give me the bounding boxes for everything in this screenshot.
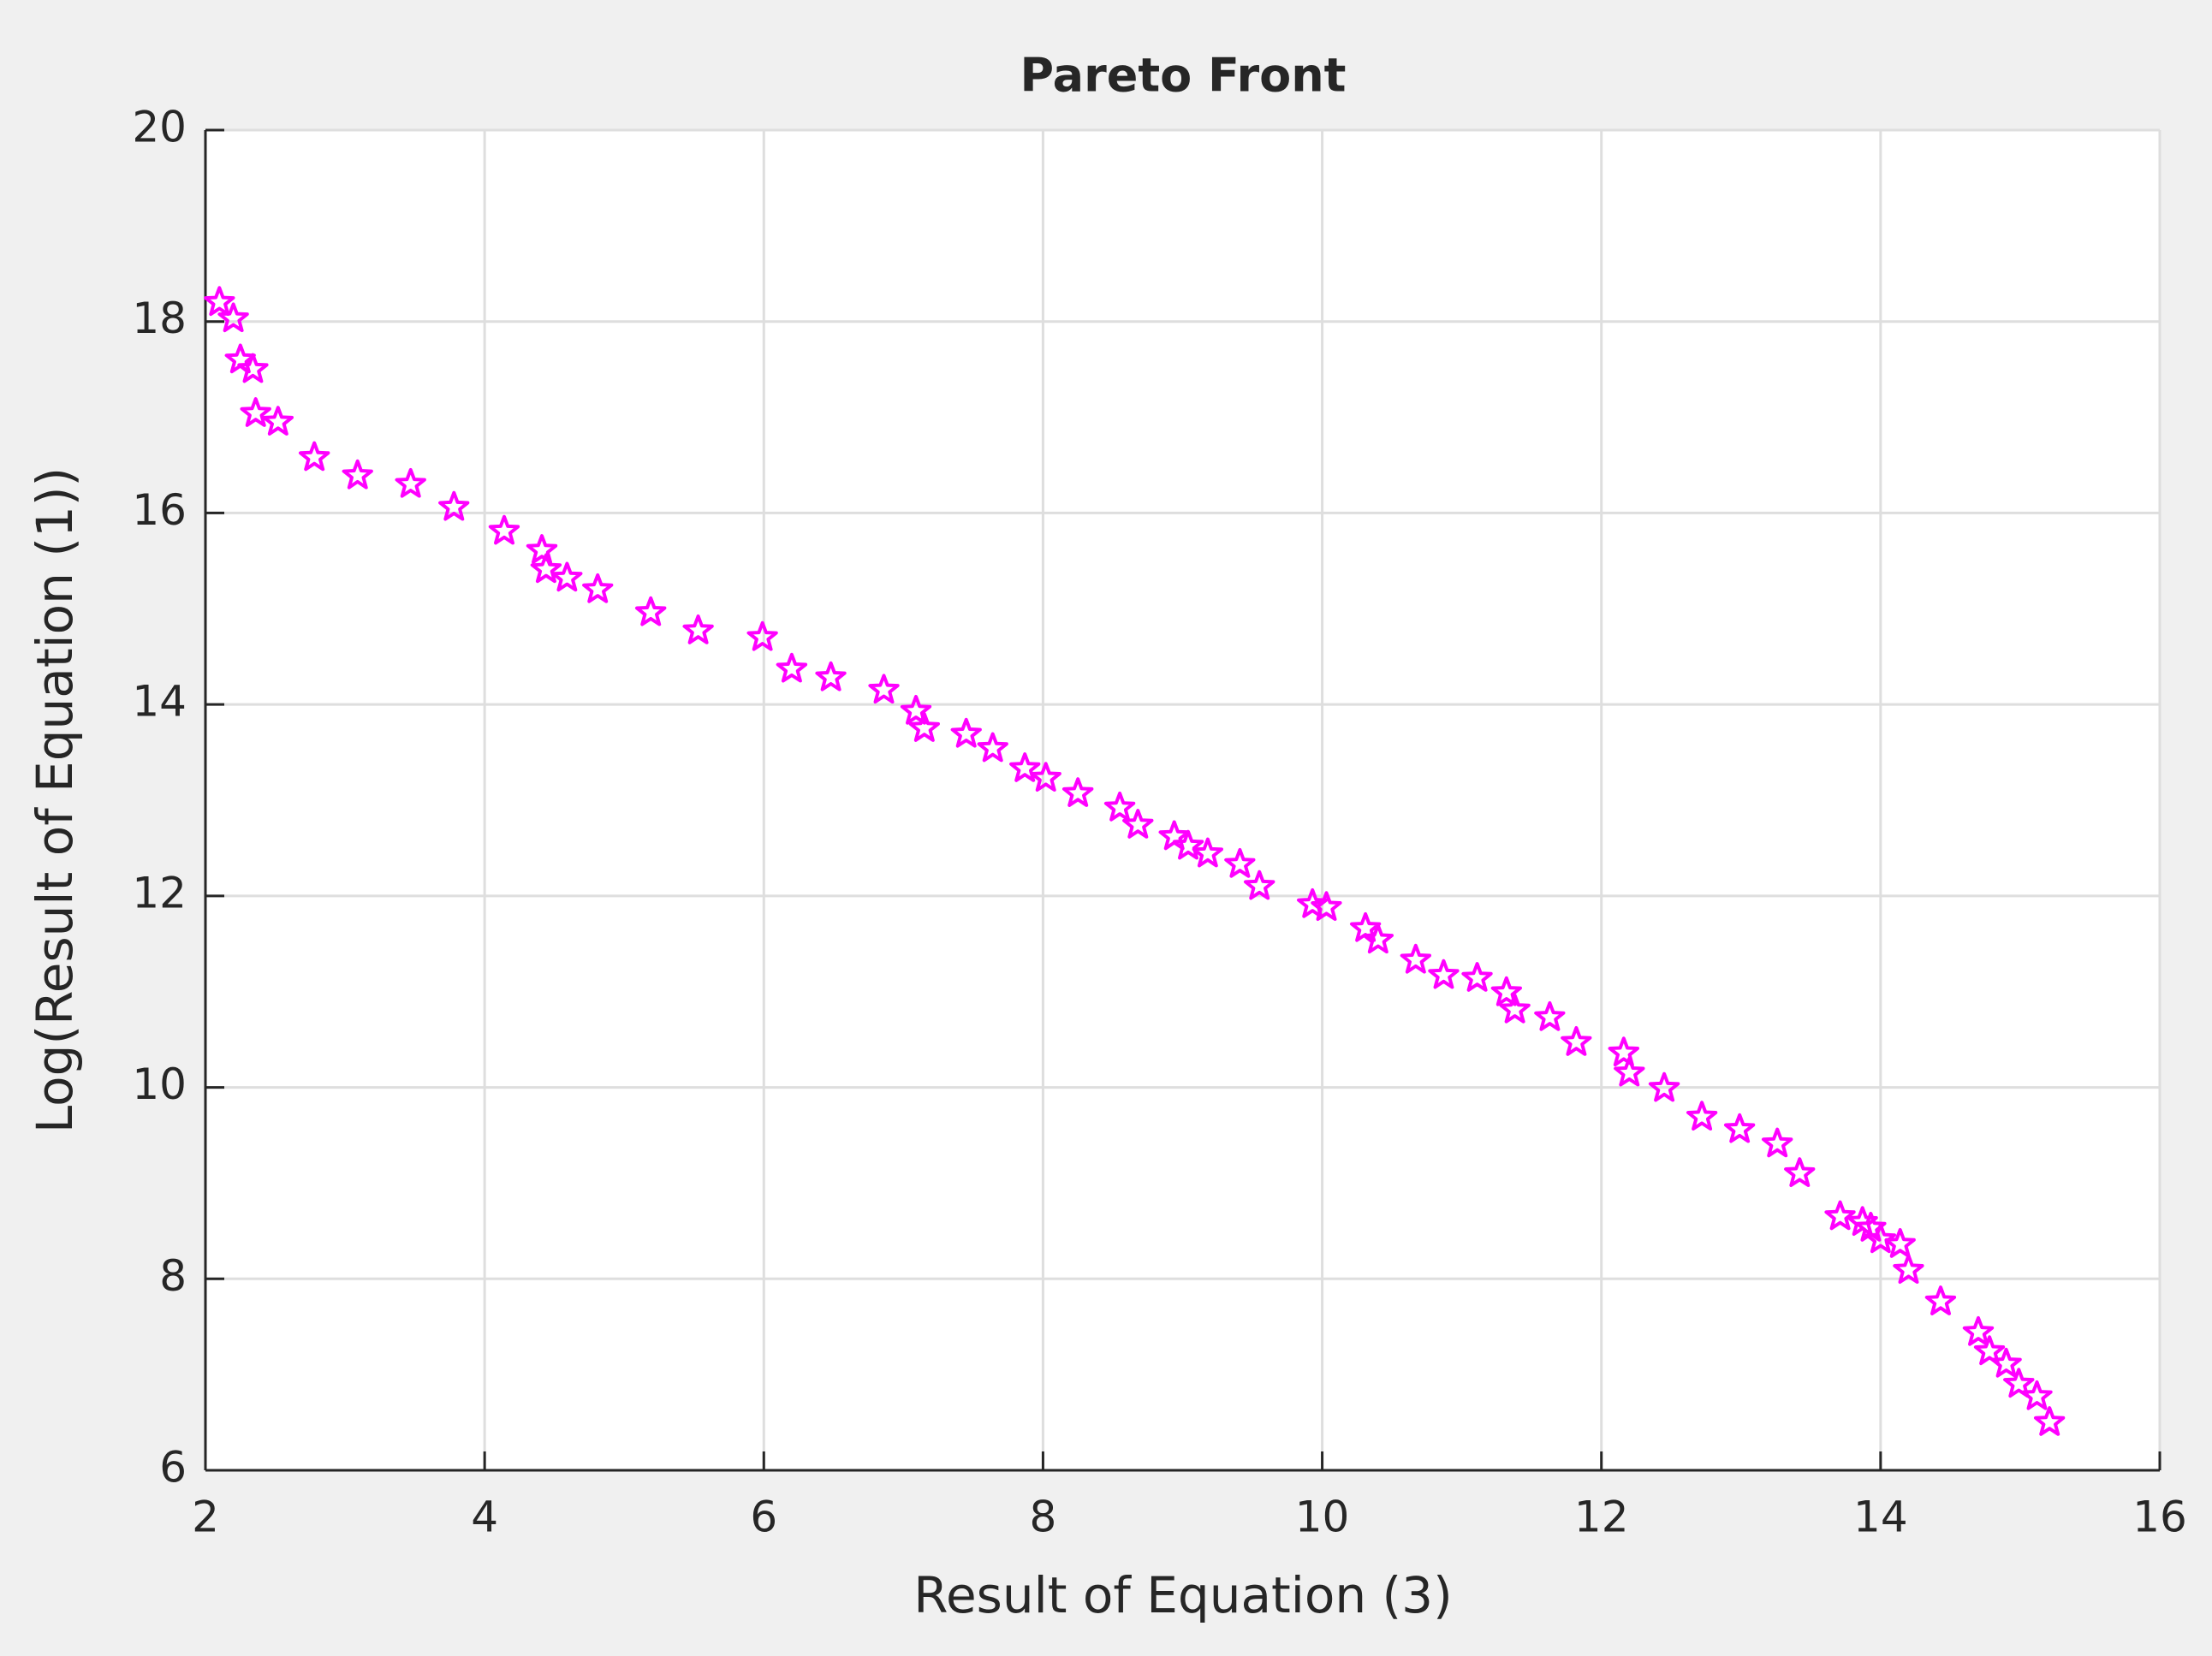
scatter-point: [1224, 847, 1256, 878]
scatter-point: [1784, 1157, 1816, 1187]
scatter-point: [1192, 837, 1223, 868]
x-tick-label: 16: [2132, 1493, 2187, 1542]
scatter-point: [1062, 777, 1094, 807]
scatter-point: [815, 661, 847, 691]
scatter-point: [635, 596, 667, 626]
scatter-point: [950, 717, 982, 748]
scatter-point: [2003, 1368, 2035, 1398]
x-axis-label: Result of Equation (3): [913, 1566, 1452, 1624]
x-tick-label: 14: [1853, 1493, 1908, 1542]
scatter-point: [868, 674, 900, 704]
scatter-point: [582, 573, 614, 603]
scatter-point: [2034, 1406, 2066, 1436]
scatter-point: [1428, 959, 1460, 989]
y-tick-label: 8: [159, 1251, 187, 1301]
scatter-point: [2021, 1380, 2053, 1410]
scatter-point: [1864, 1223, 1896, 1254]
scatter-point: [1990, 1347, 2022, 1378]
y-tick-label: 6: [159, 1443, 187, 1493]
scatter-point: [1103, 791, 1136, 822]
scatter-point: [530, 553, 562, 584]
scatter-point: [1362, 923, 1394, 954]
y-axis-label: Log(Result of Equation (1)): [26, 467, 84, 1133]
y-tick-label: 18: [132, 294, 187, 343]
scatter-point: [1009, 752, 1041, 782]
scatter-point: [1311, 891, 1342, 921]
y-tick-label: 12: [132, 868, 187, 917]
scatter-point: [551, 561, 583, 592]
scatter-point: [1648, 1071, 1680, 1102]
scatter-point: [1400, 943, 1431, 974]
scatter-point: [1490, 976, 1522, 1006]
scatter-point: [1924, 1285, 1957, 1315]
x-tick-label: 12: [1574, 1493, 1629, 1542]
scatter-point: [1762, 1127, 1793, 1158]
scatter-point: [299, 441, 330, 472]
x-tick-label: 8: [1030, 1493, 1057, 1542]
y-tick-label: 14: [132, 677, 187, 727]
scatter-point: [1244, 870, 1275, 900]
y-tick-label: 20: [132, 103, 187, 152]
scatter-point: [1608, 1036, 1639, 1067]
scatter-point: [438, 490, 470, 521]
x-tick-label: 4: [471, 1493, 498, 1542]
scatter-point: [240, 397, 271, 427]
x-tick-label: 10: [1295, 1493, 1350, 1542]
scatter-point: [1172, 829, 1204, 860]
scatter-point: [682, 614, 714, 644]
scatter-point: [908, 712, 940, 742]
scatter-point: [237, 353, 269, 383]
x-tick-label: 2: [192, 1493, 219, 1542]
scatter-point: [204, 286, 235, 317]
scatter-point: [1614, 1056, 1645, 1087]
scatter-point: [1893, 1254, 1924, 1284]
scatter-point: [1884, 1228, 1916, 1258]
scatter-point: [746, 620, 778, 651]
scatter-point: [342, 459, 373, 490]
scatter-point: [262, 406, 294, 436]
scatter-point: [1461, 962, 1493, 992]
scatter-point: [1962, 1315, 1995, 1346]
scatter-point: [1499, 994, 1531, 1024]
chart-title: Pareto Front: [1020, 49, 1347, 103]
scatter-point: [900, 695, 932, 725]
scatter-point: [1030, 762, 1061, 792]
scatter-point: [776, 652, 808, 683]
scatter-point: [1824, 1200, 1856, 1231]
scatter-point: [1973, 1335, 2006, 1366]
y-tick-label: 10: [132, 1059, 187, 1109]
scatter-point: [1561, 1026, 1592, 1056]
scatter-point: [526, 534, 558, 564]
scatter-point: [1534, 1000, 1566, 1031]
scatter-point: [977, 732, 1008, 763]
scatter-point: [488, 514, 520, 545]
scatter-point: [1122, 809, 1154, 839]
plot-area: [205, 130, 2160, 1470]
scatter-point: [395, 467, 426, 498]
scatter-point: [1686, 1101, 1718, 1131]
scatter-point: [217, 302, 249, 333]
y-tick-label: 16: [132, 485, 187, 535]
scatter-point: [1724, 1113, 1756, 1143]
x-tick-label: 6: [750, 1493, 777, 1542]
